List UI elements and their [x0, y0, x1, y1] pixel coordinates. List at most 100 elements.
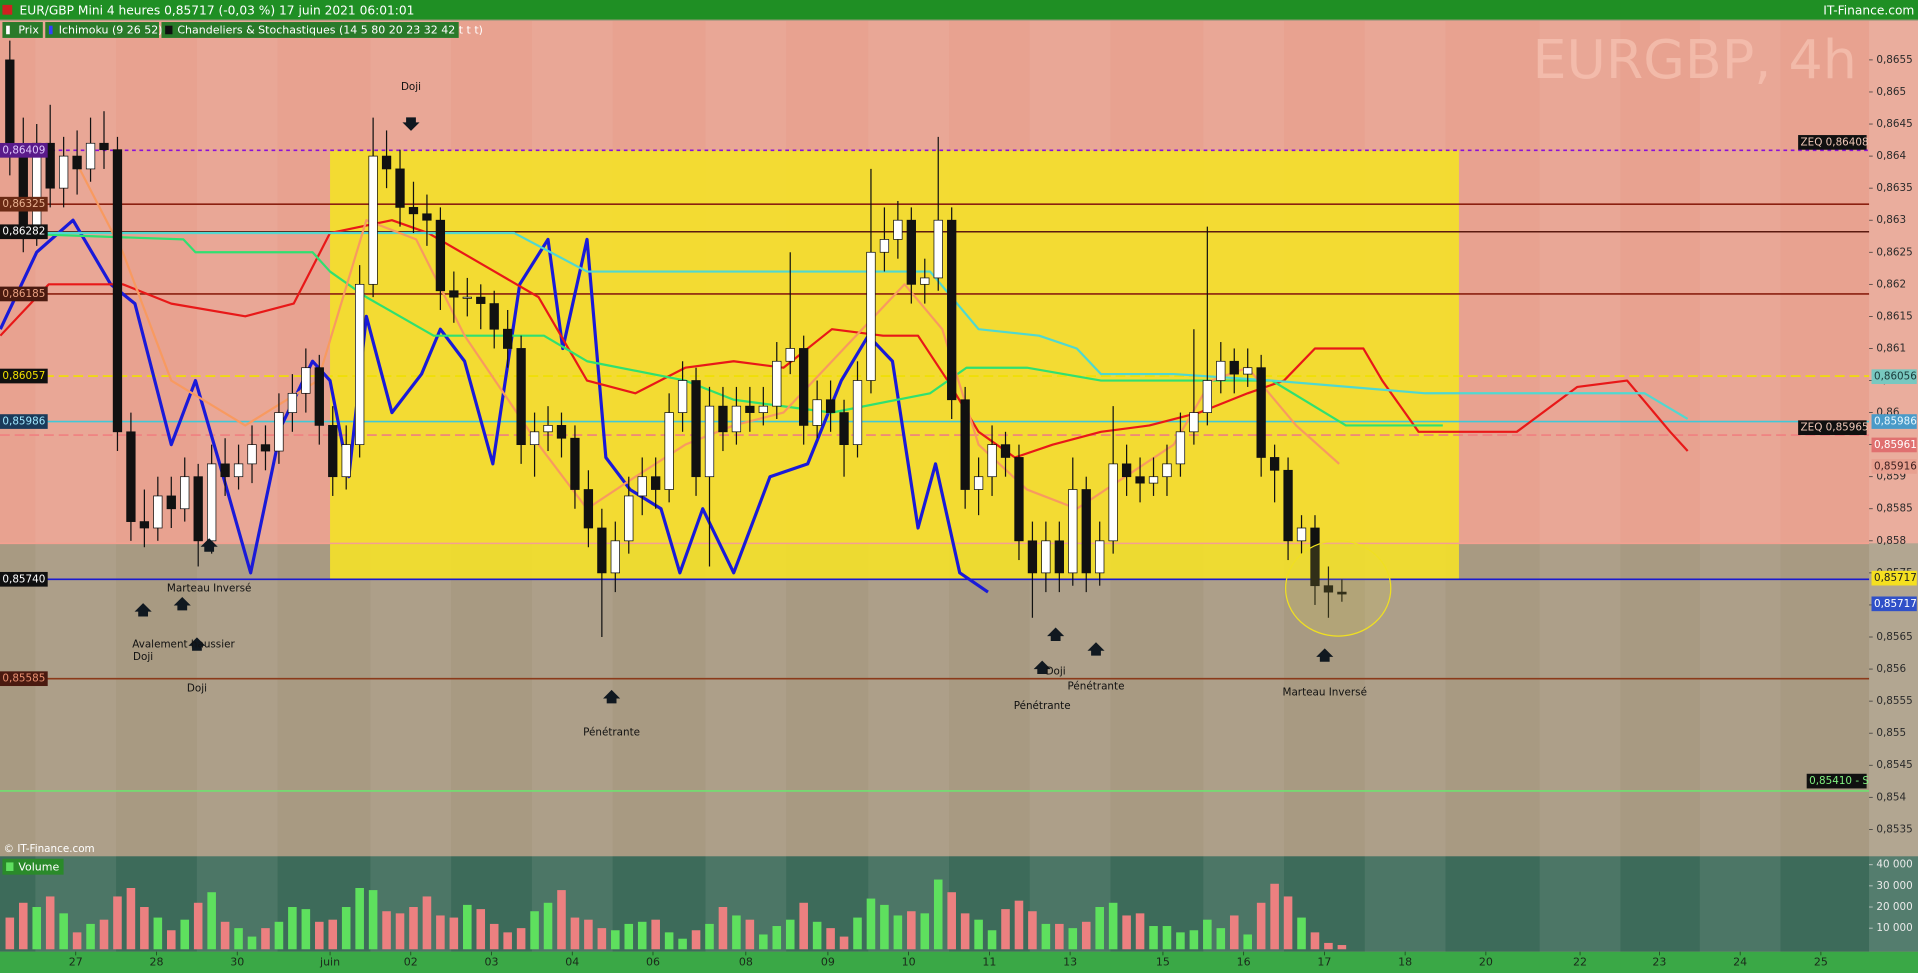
x-tick-label: 27: [69, 956, 83, 969]
volume-bar: [866, 898, 876, 950]
candle-body: [395, 168, 405, 208]
level-tag: [0, 196, 48, 212]
volume-bar: [1324, 942, 1333, 950]
arrow-up: [200, 538, 218, 552]
candle-body: [516, 348, 526, 446]
volume-bar: [597, 928, 607, 950]
candle-body: [960, 399, 970, 490]
volume-bar: [315, 921, 324, 950]
legend-icon: [48, 25, 53, 35]
volume-bar: [341, 907, 351, 950]
candle-body: [368, 155, 378, 285]
candle-body: [852, 380, 863, 446]
legend-item[interactable]: [2, 22, 43, 38]
arrow-up: [188, 637, 206, 651]
volume-bar: [718, 907, 728, 950]
y-tick-label: 0,854: [1876, 791, 1906, 803]
price-tag-label: 0,85961: [1874, 439, 1917, 451]
title-bar: [0, 0, 1918, 20]
candle-body: [1095, 540, 1105, 574]
candle-body: [637, 476, 647, 497]
candle-body: [449, 290, 459, 298]
candle-body: [112, 149, 123, 433]
price-tag-label: 0,86056: [1874, 371, 1917, 383]
x-tick-label: 08: [739, 956, 753, 969]
x-tick-label: 24: [1733, 956, 1747, 969]
candle-body: [1323, 585, 1334, 593]
candle-body: [1283, 469, 1293, 542]
volume-bar: [893, 915, 903, 950]
candle-body: [99, 142, 109, 151]
x-tick-label: 10: [902, 956, 916, 969]
candle-body: [126, 431, 136, 522]
price-tag: [1871, 414, 1917, 429]
price-axis: [1869, 20, 1918, 952]
candle-body: [301, 367, 311, 394]
volume-bar: [611, 930, 620, 950]
candle-body: [1041, 540, 1051, 574]
app-icon: [2, 4, 13, 15]
annotation: Doji: [401, 81, 421, 93]
level-tag: [0, 286, 48, 302]
x-tick-label: 18: [1398, 956, 1412, 969]
candle-body: [153, 495, 163, 529]
candle-body: [1068, 489, 1078, 574]
candle-body: [933, 219, 943, 279]
candle-body: [1014, 457, 1024, 542]
annotation: Doji: [1046, 666, 1066, 678]
volume-bar: [1068, 928, 1078, 950]
price-tag: [1798, 420, 1867, 436]
legend-item[interactable]: [45, 22, 160, 38]
price-tag: [1871, 459, 1917, 474]
price-tag-label: ZEQ 0,86408: [1801, 136, 1869, 148]
volume-bar: [678, 938, 687, 950]
volume-bar: [140, 907, 149, 950]
volume-bar: [395, 913, 405, 950]
volume-bar: [516, 928, 526, 950]
y-tick-label: 0,8635: [1876, 182, 1912, 194]
price-tag: [1798, 135, 1867, 150]
level-tag: [0, 571, 48, 587]
volume-bar: [1216, 928, 1226, 950]
volume-bar: [1297, 917, 1306, 950]
volume-bar: [664, 932, 674, 950]
candle-body: [624, 495, 634, 542]
y-tick-label: 0,856: [1876, 663, 1906, 675]
candle-body: [691, 380, 701, 478]
volume-bar: [220, 921, 230, 950]
candle-body: [1108, 463, 1118, 542]
volume-bar: [86, 923, 95, 950]
volume-tick-label: 10 000: [1876, 922, 1912, 934]
volume-bar: [1028, 911, 1037, 950]
y-tick-label: 0,8645: [1876, 118, 1912, 130]
volume-bar: [72, 932, 82, 950]
x-tick-label: 23: [1652, 956, 1666, 969]
arrow-up: [1047, 627, 1065, 642]
x-tick-label: 13: [1063, 956, 1077, 969]
annotation: Pénétrante: [1014, 700, 1071, 712]
volume-bar: [301, 909, 311, 950]
volume-bar: [436, 915, 445, 950]
volume-tick-label: 40 000: [1876, 859, 1912, 871]
candle-body: [193, 476, 203, 542]
volume-bar: [1270, 883, 1279, 950]
volume-bar: [207, 892, 216, 950]
legend-item[interactable]: [161, 22, 459, 38]
indicator-line: [72, 155, 1340, 510]
y-tick-label: 0,8565: [1876, 631, 1912, 643]
volume-bar: [261, 928, 270, 950]
pattern-arrows: [134, 117, 1334, 704]
legend-icon: [6, 25, 10, 35]
time-axis: [0, 951, 1918, 973]
price-tag-label: ZEQ 0,85965: [1801, 422, 1869, 434]
candle-body: [785, 348, 795, 362]
x-tick-label: 28: [149, 956, 163, 969]
price-tag: [1871, 570, 1917, 586]
level-label: 0,85986: [2, 416, 45, 428]
legend-text: Ichimoku (9 26 52): [59, 24, 163, 37]
volume-bar: [1310, 932, 1320, 950]
volume-bar: [1162, 926, 1172, 950]
volume-bar: [167, 930, 176, 950]
candle-body: [328, 425, 338, 478]
price-tag: [1871, 437, 1917, 453]
